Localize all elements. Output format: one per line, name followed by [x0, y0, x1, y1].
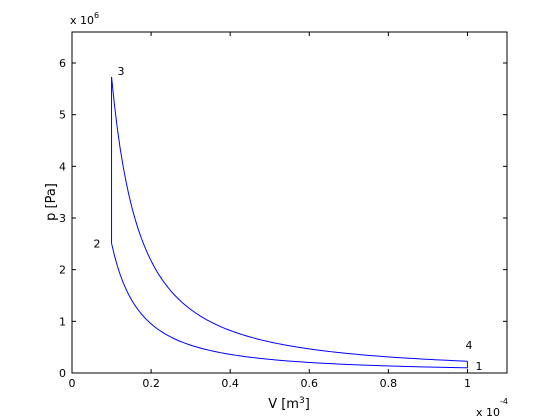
- point-labels: 1 2 3 4: [94, 65, 483, 373]
- y-tick-label: 2: [59, 264, 66, 277]
- x-tick-label: 0.4: [221, 377, 239, 390]
- x-tick-label: 0: [69, 377, 76, 390]
- plot-area: [72, 32, 507, 373]
- x-tick-label: 0.2: [142, 377, 160, 390]
- x-axis-ticks: 0 0.2 0.4 0.6 0.8 1: [69, 32, 471, 390]
- y-tick-label: 3: [59, 212, 66, 225]
- cycle-curves: [111, 76, 468, 369]
- x-tick-label: 0.8: [380, 377, 398, 390]
- expansion-curve: [111, 76, 468, 362]
- point-label-4: 4: [465, 339, 472, 352]
- y-tick-label: 5: [59, 109, 66, 122]
- x-axis-label: V [m3]: [268, 396, 310, 412]
- y-tick-label: 6: [59, 57, 66, 70]
- y-tick-label: 0: [59, 367, 66, 380]
- point-label-1: 1: [475, 360, 482, 373]
- y-axis-ticks: 0 1 2 3 4 5 6: [59, 57, 507, 380]
- y-tick-label: 1: [59, 315, 66, 328]
- axes-box: [71, 31, 508, 374]
- x-multiplier: x 10-4: [476, 397, 508, 419]
- x-tick-label: 1: [464, 377, 471, 390]
- compression-curve: [111, 243, 468, 369]
- y-axis-label: p [Pa]: [44, 183, 59, 221]
- point-label-2: 2: [94, 237, 101, 250]
- point-label-3: 3: [118, 65, 125, 78]
- y-tick-label: 4: [59, 160, 66, 173]
- x-tick-label: 0.6: [301, 377, 319, 390]
- y-multiplier: x 106: [70, 11, 99, 27]
- axes-frame: [71, 31, 508, 374]
